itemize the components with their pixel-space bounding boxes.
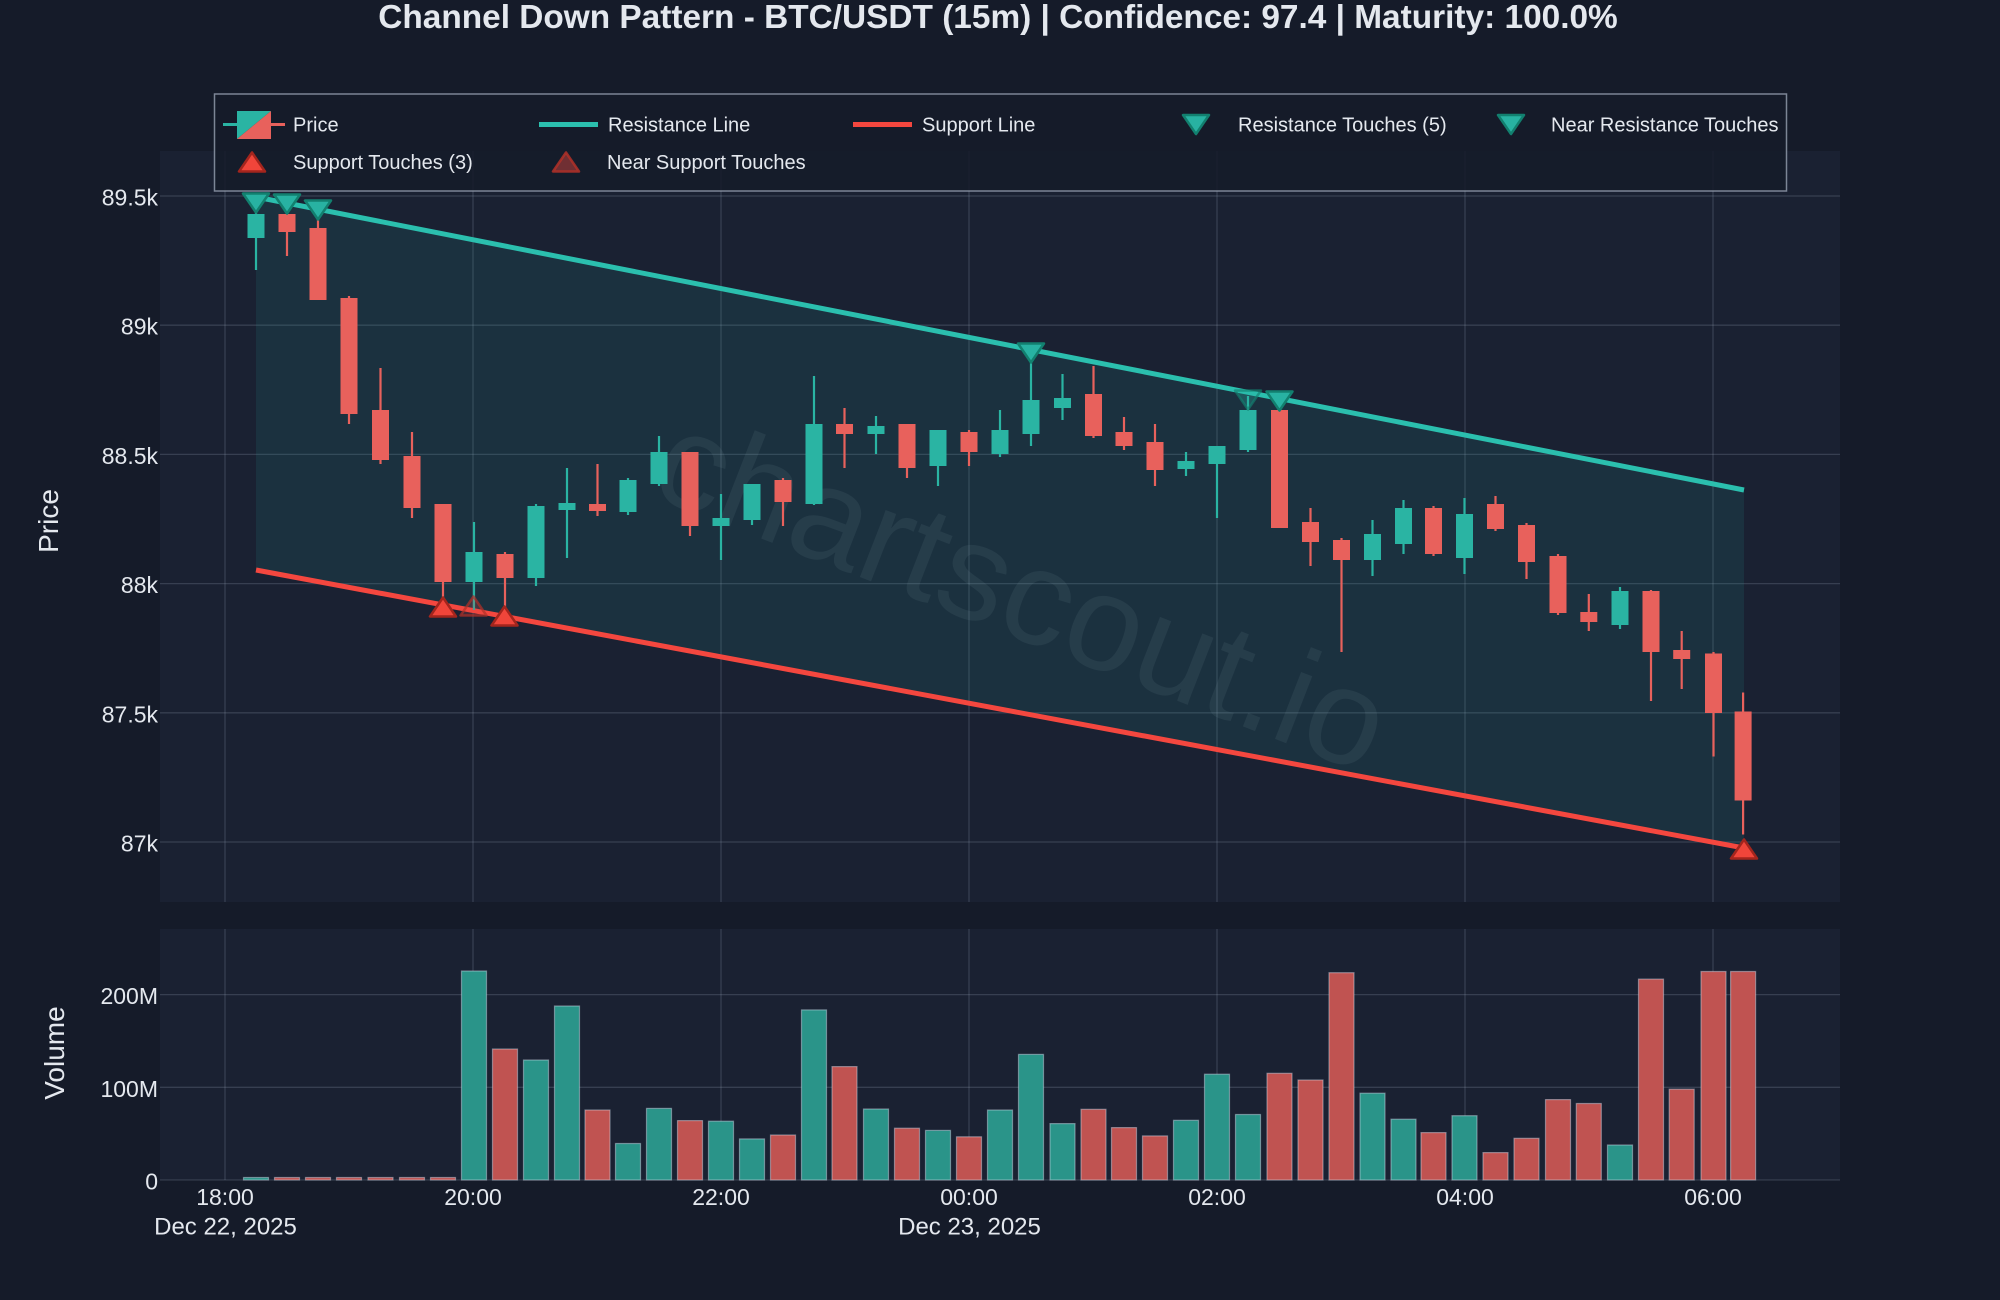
svg-text:Dec 23, 2025: Dec 23, 2025 [898,1214,1041,1241]
svg-text:04:00: 04:00 [1436,1184,1494,1210]
svg-text:Volume: Volume [39,1006,70,1099]
svg-text:Support Line: Support Line [922,115,1035,137]
svg-text:88.5k: 88.5k [102,443,159,469]
svg-text:Resistance Touches (5): Resistance Touches (5) [1238,115,1447,137]
svg-text:Price: Price [293,115,339,137]
svg-text:89.5k: 89.5k [102,185,159,211]
svg-text:Support Touches (3): Support Touches (3) [293,152,473,174]
svg-text:88k: 88k [121,572,159,598]
svg-text:22:00: 22:00 [692,1184,750,1210]
svg-text:0: 0 [145,1169,158,1195]
svg-text:87.5k: 87.5k [102,701,159,727]
svg-text:87k: 87k [121,831,159,857]
svg-text:100M: 100M [100,1076,158,1102]
svg-text:06:00: 06:00 [1684,1184,1742,1210]
svg-text:200M: 200M [100,983,158,1009]
svg-text:02:00: 02:00 [1188,1184,1246,1210]
svg-text:Price: Price [33,489,64,553]
svg-text:20:00: 20:00 [444,1184,502,1210]
svg-text:Dec 22, 2025: Dec 22, 2025 [154,1214,297,1241]
svg-text:Resistance Line: Resistance Line [608,115,750,137]
svg-text:Near Resistance Touches: Near Resistance Touches [1551,115,1779,137]
svg-text:Near Support Touches: Near Support Touches [607,152,806,174]
svg-text:00:00: 00:00 [940,1184,998,1210]
svg-text:89k: 89k [121,314,159,340]
svg-text:Channel Down Pattern - BTC/USD: Channel Down Pattern - BTC/USDT (15m) | … [378,0,1618,36]
svg-text:18:00: 18:00 [196,1184,254,1210]
